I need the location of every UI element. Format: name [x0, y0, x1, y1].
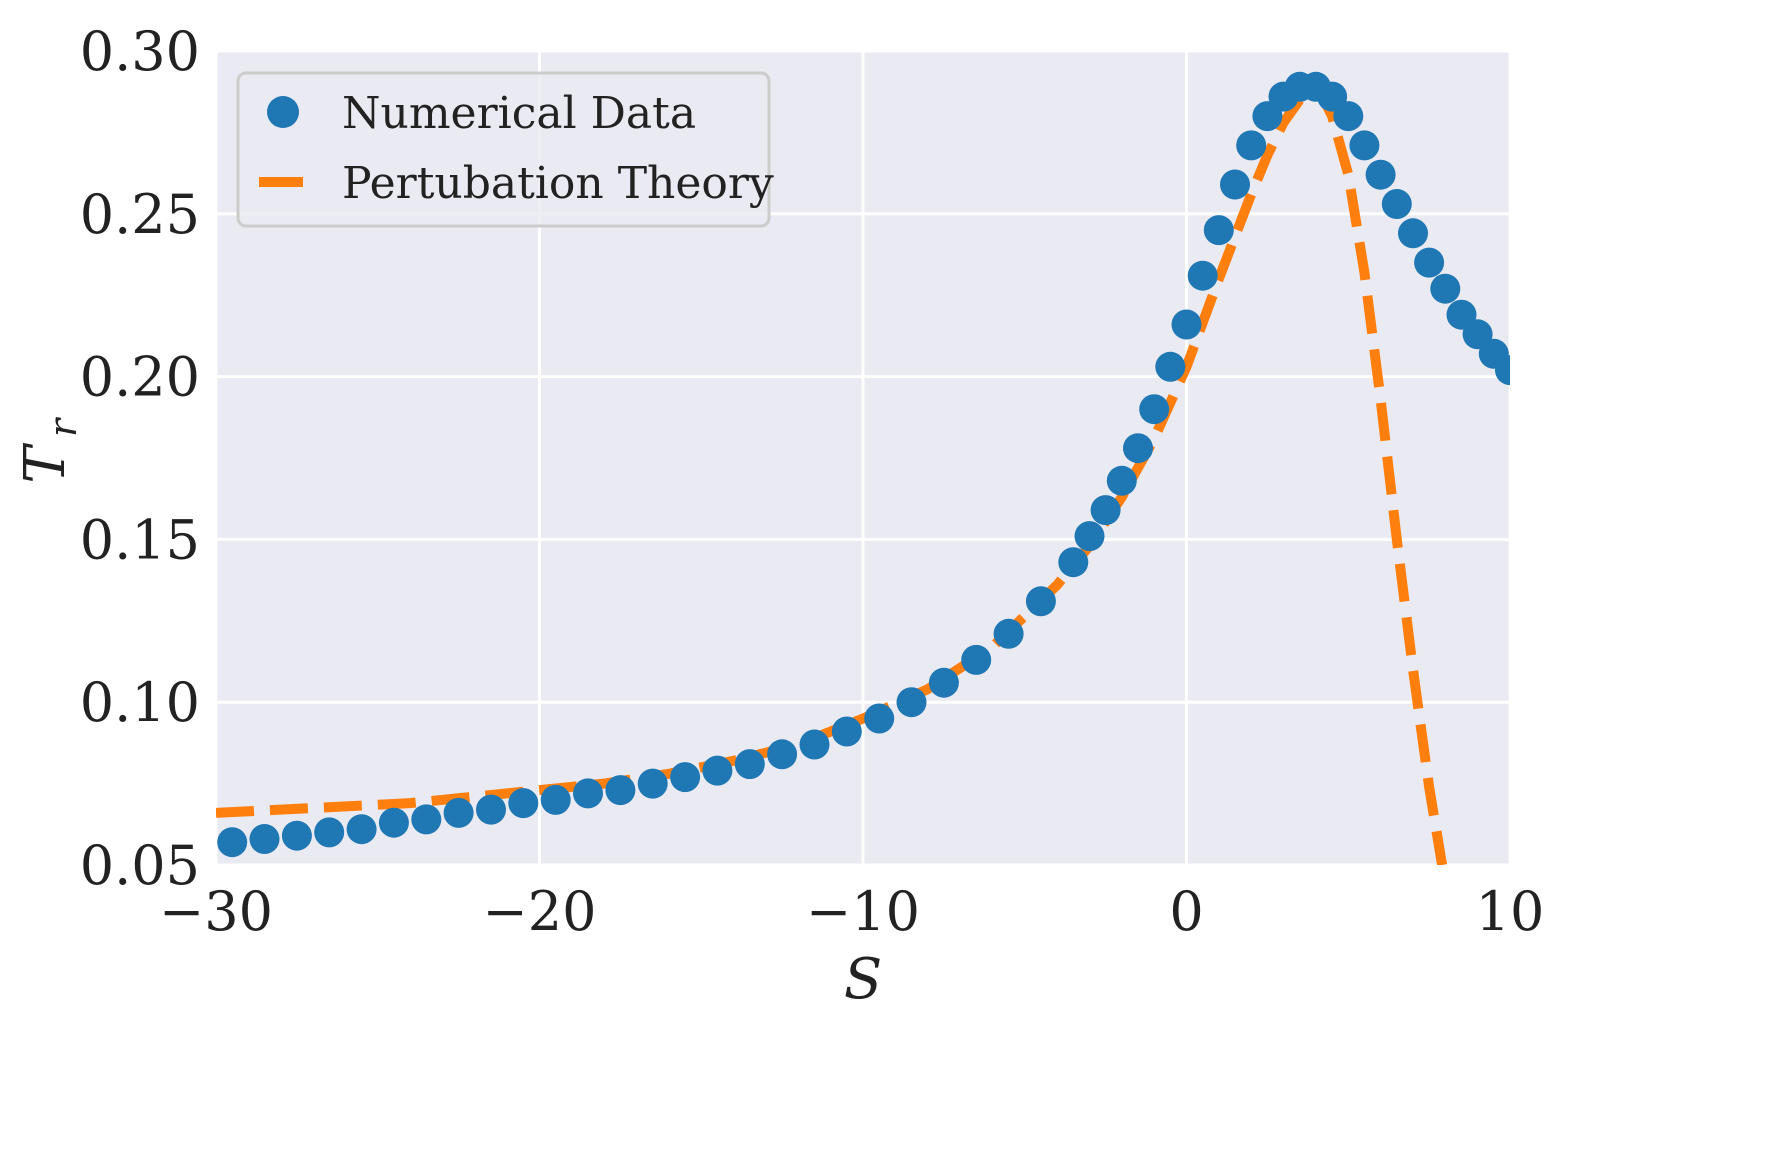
numerical-data-point [831, 716, 862, 747]
numerical-data-point [1106, 465, 1137, 496]
numerical-data-point [1381, 189, 1412, 219]
numerical-data-point [670, 762, 701, 793]
numerical-data-point [476, 794, 506, 825]
tick-labels: −30 −20 −10 0 10 0.05 0.10 0.15 0.20 0.25 0.30 [80, 20, 1545, 943]
numerical-data-point [540, 784, 571, 815]
x-axis-label: S [844, 947, 882, 1012]
numerical-data-point [1398, 218, 1428, 249]
numerical-data-point [1139, 394, 1170, 425]
numerical-data-point [1203, 215, 1234, 246]
numerical-data-point [896, 687, 927, 718]
numerical-data-point [734, 749, 765, 780]
numerical-data-point [605, 775, 636, 806]
numerical-data-point [314, 817, 345, 848]
numerical-data-point [281, 820, 312, 851]
y-tick-label: 0.25 [80, 183, 200, 246]
legend-numerical-marker [267, 96, 299, 128]
numerical-data-point [411, 804, 442, 835]
numerical-data-point [1025, 586, 1056, 617]
y-axis-label-main: T [13, 443, 78, 484]
numerical-data-point [1155, 351, 1186, 382]
x-tick-label: −10 [806, 880, 920, 943]
numerical-data-point [378, 807, 409, 838]
y-tick-label: 0.20 [80, 346, 200, 409]
numerical-data-point [1365, 159, 1396, 190]
grid [214, 49, 1512, 867]
numerical-data-point [928, 667, 959, 698]
y-tick-label: 0.15 [80, 508, 200, 571]
y-tick-label: 0.05 [80, 834, 200, 897]
y-tick-label: 0.30 [80, 20, 200, 83]
numerical-data-point [573, 778, 603, 809]
numerical-data-point [1187, 260, 1218, 291]
legend-numerical-label: Numerical Data [342, 88, 696, 139]
numerical-data-point [217, 827, 248, 858]
legend: Numerical Data Pertubation Theory [236, 71, 774, 228]
numerical-data-point [1349, 130, 1380, 161]
legend-perturbation-label: Pertubation Theory [342, 158, 774, 209]
y-axis-label-subscript: r [41, 416, 85, 437]
y-tick-label: 0.10 [80, 671, 200, 734]
numerical-data-point [1414, 247, 1445, 278]
legend-frame [236, 71, 771, 228]
numerical-data-point [637, 768, 668, 799]
numerical-data-point [1333, 101, 1364, 132]
x-tick-label: −30 [159, 880, 273, 943]
numerical-data-point [702, 755, 733, 786]
numerical-data-point [961, 644, 992, 675]
numerical-data-point [1220, 169, 1250, 200]
numerical-data-point [1495, 355, 1510, 386]
numerical-data-point [799, 729, 830, 760]
x-tick-label: 0 [1169, 880, 1203, 943]
numerical-data-point [346, 814, 377, 845]
numerical-data-point [508, 788, 539, 819]
numerical-data-series [217, 71, 1510, 858]
numerical-data-point [767, 739, 798, 770]
x-tick-label: 10 [1476, 880, 1545, 943]
numerical-data-point [1171, 309, 1202, 340]
numerical-data-point [1074, 521, 1105, 552]
numerical-data-point [1236, 130, 1267, 161]
y-axis-label: T r [13, 416, 85, 484]
numerical-data-point [1058, 547, 1089, 578]
numerical-data-point [1090, 495, 1121, 526]
numerical-data-point [864, 703, 895, 734]
x-tick-label: −20 [483, 880, 597, 943]
numerical-data-point [1123, 433, 1153, 464]
numerical-data-point [1430, 273, 1461, 304]
numerical-data-point [443, 797, 474, 828]
numerical-data-point [249, 824, 280, 854]
numerical-data-point [993, 618, 1024, 649]
